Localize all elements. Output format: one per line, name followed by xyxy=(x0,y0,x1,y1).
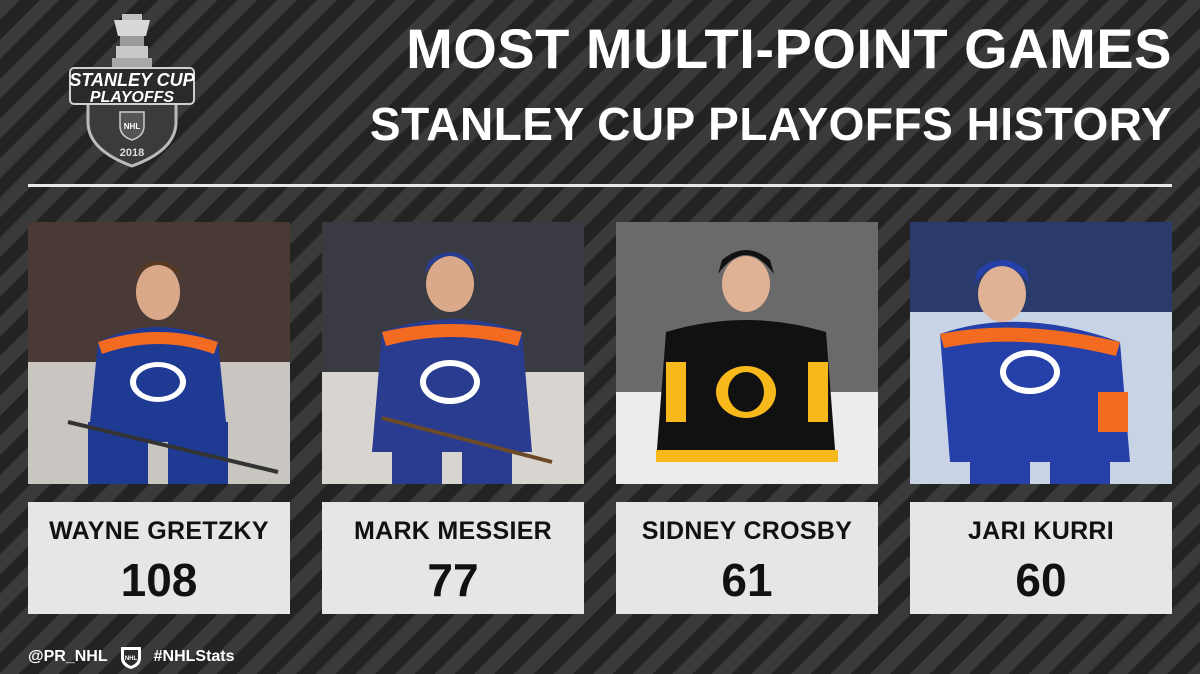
stanley-cup-playoffs-logo: STANLEY CUP PLAYOFFS NHL 2018 xyxy=(62,10,202,170)
player-name: JARI KURRI xyxy=(967,517,1115,545)
player-stat-box: WAYNE GRETZKY 108 xyxy=(28,502,290,614)
player-card-1: WAYNE GRETZKY 108 xyxy=(28,222,290,614)
player-value: 61 xyxy=(721,554,773,606)
player-card-3: SIDNEY CROSBY 61 xyxy=(616,222,878,614)
player-photo xyxy=(28,222,290,484)
page-title: MOST MULTI-POINT GAMES xyxy=(406,17,1172,80)
player-value: 60 xyxy=(1015,554,1067,606)
player-stat-box: MARK MESSIER 77 xyxy=(322,502,584,614)
player-photo xyxy=(616,222,878,484)
player-value: 108 xyxy=(120,554,198,606)
hashtag: #NHLStats xyxy=(153,648,235,665)
player-card-2: MARK MESSIER 77 xyxy=(322,222,584,614)
player-value: 77 xyxy=(427,554,479,606)
title-divider xyxy=(28,184,1172,187)
player-stat-box: SIDNEY CROSBY 61 xyxy=(616,502,878,614)
svg-text:STANLEY CUP: STANLEY CUP xyxy=(69,70,195,90)
svg-text:NHL: NHL xyxy=(124,656,137,662)
svg-text:PLAYOFFS: PLAYOFFS xyxy=(90,89,174,106)
svg-text:NHL: NHL xyxy=(124,122,141,131)
player-card-4: JARI KURRI 60 xyxy=(910,222,1172,614)
page-subtitle: STANLEY CUP PLAYOFFS HISTORY xyxy=(369,98,1172,150)
nhl-shield-icon: NHL xyxy=(120,647,141,669)
title-block: MOST MULTI-POINT GAMES STANLEY CUP PLAYO… xyxy=(370,16,1172,154)
player-name: WAYNE GRETZKY xyxy=(49,517,269,545)
svg-text:2018: 2018 xyxy=(120,147,144,159)
stanley-cup-trophy-icon: STANLEY CUP PLAYOFFS NHL 2018 xyxy=(69,14,196,168)
player-name: SIDNEY CROSBY xyxy=(641,517,853,545)
player-photo xyxy=(910,222,1172,484)
player-stat-box: JARI KURRI 60 xyxy=(910,502,1172,614)
twitter-handle: @PR_NHL xyxy=(28,648,108,665)
player-name: MARK MESSIER xyxy=(353,517,553,545)
footer: @PR_NHL NHL #NHLStats xyxy=(28,644,235,670)
player-photo xyxy=(322,222,584,484)
